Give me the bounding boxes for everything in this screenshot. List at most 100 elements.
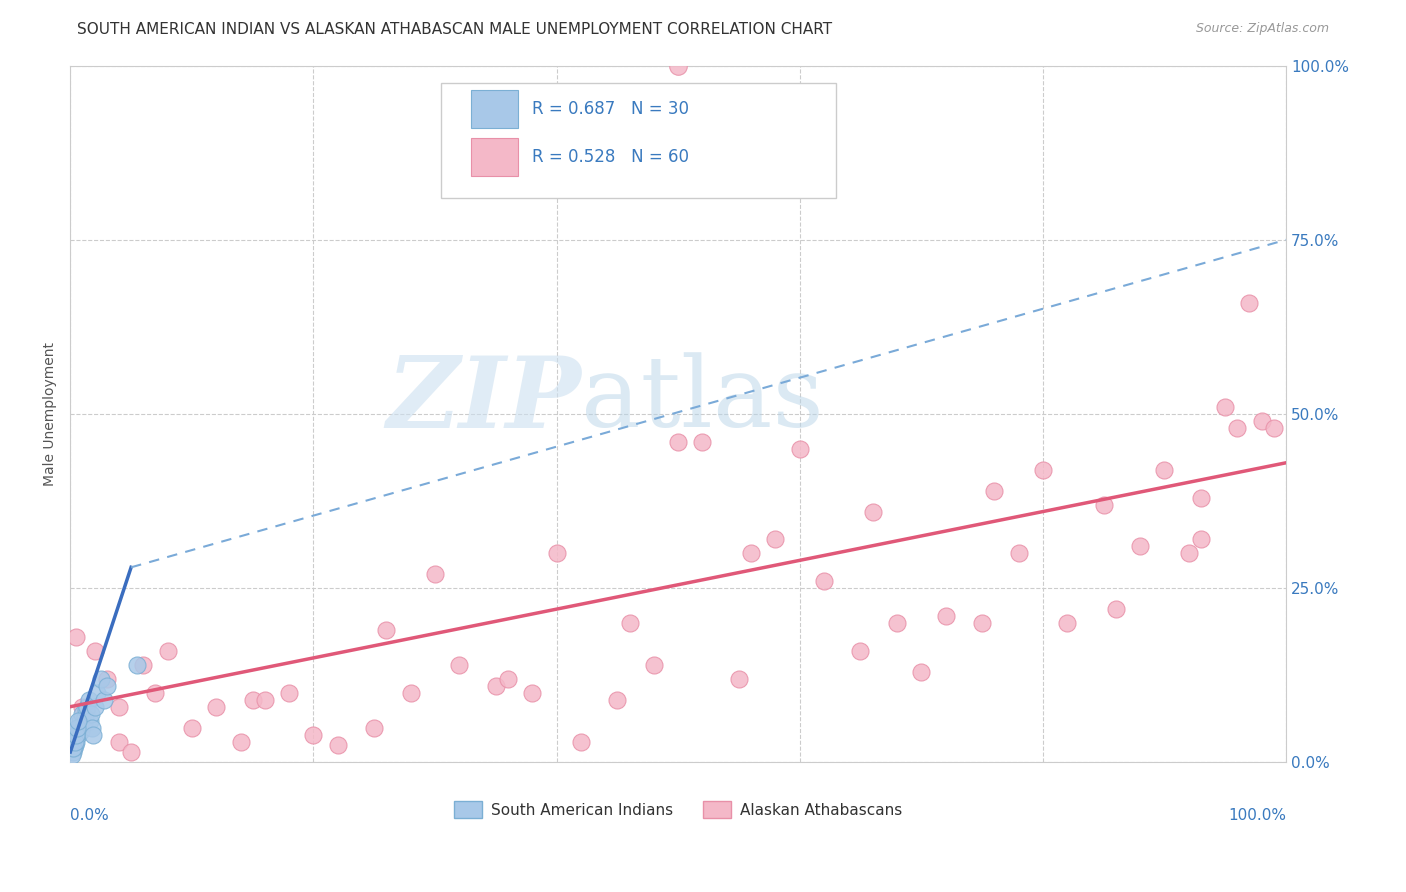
Point bbox=[80, 706, 103, 721]
Point bbox=[69, 714, 91, 728]
Point bbox=[485, 679, 508, 693]
Point bbox=[606, 692, 628, 706]
Point bbox=[1239, 295, 1261, 310]
Point bbox=[423, 567, 446, 582]
Point bbox=[1032, 463, 1054, 477]
Point bbox=[1056, 616, 1078, 631]
Point bbox=[70, 724, 93, 739]
Point bbox=[108, 699, 131, 714]
Point bbox=[66, 721, 89, 735]
Point bbox=[253, 692, 276, 706]
Point bbox=[108, 734, 131, 748]
Text: R = 0.687   N = 30: R = 0.687 N = 30 bbox=[533, 100, 689, 119]
Text: ZIP: ZIP bbox=[385, 351, 581, 449]
Point bbox=[145, 686, 167, 700]
Point bbox=[449, 657, 471, 672]
Bar bbox=[471, 137, 517, 176]
Point bbox=[67, 714, 90, 728]
Point bbox=[1105, 602, 1128, 616]
Point bbox=[813, 574, 835, 589]
Point bbox=[740, 546, 762, 560]
Point bbox=[849, 644, 872, 658]
Point bbox=[73, 717, 96, 731]
Point bbox=[363, 721, 385, 735]
Text: Source: ZipAtlas.com: Source: ZipAtlas.com bbox=[1195, 22, 1329, 36]
Point bbox=[77, 692, 100, 706]
Point bbox=[910, 665, 932, 679]
Point bbox=[1129, 540, 1152, 554]
Point bbox=[63, 738, 86, 752]
Point bbox=[60, 748, 83, 763]
Point bbox=[522, 686, 544, 700]
Text: 100.0%: 100.0% bbox=[1227, 808, 1286, 822]
Point bbox=[132, 657, 155, 672]
Point bbox=[76, 699, 98, 714]
Point bbox=[1007, 546, 1029, 560]
Point bbox=[546, 546, 568, 560]
Bar bbox=[471, 90, 517, 128]
Point bbox=[666, 434, 689, 449]
Point bbox=[278, 686, 301, 700]
Point bbox=[666, 59, 689, 73]
Point bbox=[326, 738, 349, 752]
Point bbox=[643, 657, 665, 672]
Point bbox=[1213, 400, 1236, 414]
Point bbox=[375, 623, 398, 637]
Point bbox=[728, 672, 751, 686]
Point bbox=[96, 679, 118, 693]
Point bbox=[1226, 421, 1249, 435]
Point bbox=[96, 672, 118, 686]
Point bbox=[83, 644, 105, 658]
Point bbox=[93, 692, 115, 706]
Point bbox=[1177, 546, 1199, 560]
Point bbox=[86, 686, 108, 700]
Point bbox=[79, 714, 101, 728]
Point bbox=[886, 616, 908, 631]
Point bbox=[1263, 421, 1285, 435]
Point bbox=[63, 741, 86, 756]
Point bbox=[1153, 463, 1175, 477]
Point bbox=[569, 734, 592, 748]
Point bbox=[180, 721, 202, 735]
Point bbox=[156, 644, 179, 658]
Point bbox=[62, 745, 84, 759]
Point bbox=[789, 442, 811, 456]
Point bbox=[692, 434, 714, 449]
Point bbox=[205, 699, 228, 714]
Point bbox=[65, 734, 87, 748]
Point bbox=[1189, 533, 1212, 547]
Text: 0.0%: 0.0% bbox=[70, 808, 110, 822]
Point bbox=[1250, 414, 1272, 428]
Point bbox=[619, 616, 641, 631]
Point bbox=[65, 630, 87, 644]
Point bbox=[67, 721, 90, 735]
Text: SOUTH AMERICAN INDIAN VS ALASKAN ATHABASCAN MALE UNEMPLOYMENT CORRELATION CHART: SOUTH AMERICAN INDIAN VS ALASKAN ATHABAS… bbox=[77, 22, 832, 37]
Point bbox=[73, 710, 96, 724]
Point bbox=[496, 672, 519, 686]
Point bbox=[399, 686, 422, 700]
Text: atlas: atlas bbox=[581, 352, 824, 448]
Point bbox=[935, 609, 957, 624]
Point bbox=[90, 672, 112, 686]
Point bbox=[763, 533, 786, 547]
Point bbox=[127, 657, 149, 672]
Point bbox=[65, 727, 87, 741]
Point bbox=[62, 741, 84, 756]
Point bbox=[72, 706, 94, 721]
Point bbox=[72, 699, 94, 714]
Point bbox=[970, 616, 993, 631]
Point bbox=[229, 734, 252, 748]
Point bbox=[1189, 491, 1212, 505]
Point bbox=[82, 727, 104, 741]
FancyBboxPatch shape bbox=[441, 83, 837, 198]
Point bbox=[302, 727, 325, 741]
Point bbox=[120, 745, 142, 759]
Point bbox=[66, 727, 89, 741]
Point bbox=[983, 483, 1005, 498]
Point bbox=[75, 703, 97, 717]
Point bbox=[63, 734, 86, 748]
Point bbox=[83, 699, 105, 714]
Text: R = 0.528   N = 60: R = 0.528 N = 60 bbox=[533, 148, 689, 166]
Point bbox=[242, 692, 264, 706]
Point bbox=[862, 505, 884, 519]
